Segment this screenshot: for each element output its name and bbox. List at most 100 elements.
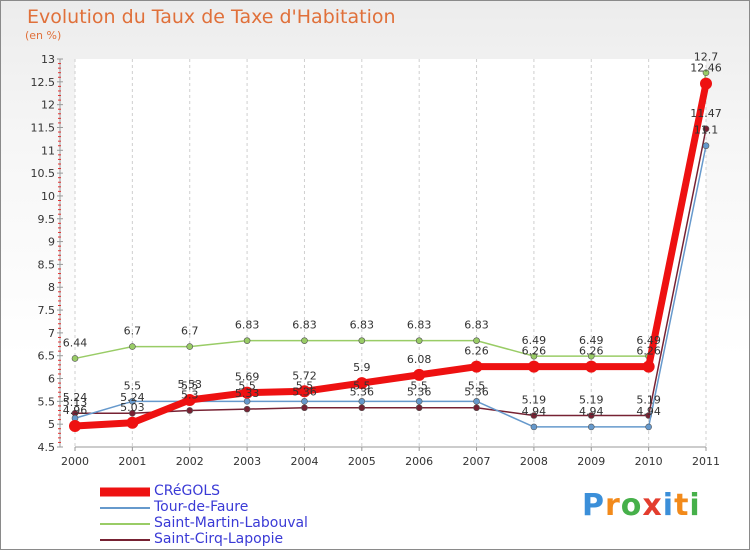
y-tick-label: 9.5 <box>38 213 56 226</box>
y-tick-label: 6 <box>48 373 55 386</box>
series-line-2 <box>74 72 707 360</box>
series-point-2 <box>243 337 251 344</box>
series-point-1 <box>415 398 423 405</box>
data-label-1: 5.5 <box>238 379 256 392</box>
data-label-3: 5.36 <box>292 386 317 399</box>
data-label-0: 6.08 <box>407 353 432 366</box>
series-point-3 <box>702 125 710 133</box>
legend-swatch <box>100 487 150 497</box>
series-point-2 <box>129 343 136 350</box>
chart-title: Evolution du Taux de Taxe d'Habitation <box>27 6 396 28</box>
data-label-1: 5.5 <box>181 379 199 392</box>
series-point-3 <box>129 409 136 417</box>
series-point-0 <box>298 385 311 398</box>
plot-area <box>75 59 706 447</box>
chart-legend: CRéGOLS Tour-de-Faure Saint-Martin-Labouva… <box>100 483 360 548</box>
data-label-3: 5.36 <box>350 386 375 399</box>
data-label-0: 5.03 <box>120 401 145 414</box>
x-tick-label: 2006 <box>405 455 433 468</box>
x-tick-label: 2000 <box>61 455 89 468</box>
series-point-1 <box>473 398 480 405</box>
series-point-2 <box>415 337 423 344</box>
y-tick-label: 11 <box>41 144 55 157</box>
legend-label: Tour-de-Faure <box>154 499 249 515</box>
y-tick-label: 4.5 <box>38 441 56 454</box>
data-label-1: 5.5 <box>124 379 142 392</box>
data-label-1: 4.94 <box>636 405 661 418</box>
data-label-3: 5.24 <box>120 391 145 404</box>
y-tick-label: 5 <box>48 418 55 431</box>
data-label-1: 11.1 <box>694 124 719 137</box>
series-point-2 <box>71 355 79 362</box>
x-tick-label: 2002 <box>176 455 204 468</box>
legend-label: CRéGOLS <box>154 483 221 499</box>
series-point-3 <box>473 404 480 412</box>
series-point-0 <box>183 393 196 406</box>
series-point-0 <box>527 360 540 373</box>
series-point-1 <box>645 423 652 431</box>
legend-label: Saint-Cirq-Lapopie <box>154 531 284 547</box>
data-label-3: 5.36 <box>407 386 432 399</box>
data-label-2: 6.83 <box>464 319 489 332</box>
series-point-0 <box>413 368 426 381</box>
series-point-3 <box>530 412 538 419</box>
x-tick-label: 2010 <box>635 455 663 468</box>
data-label-0: 12.46 <box>690 62 722 75</box>
data-label-2: 6.7 <box>181 325 199 338</box>
data-label-0: 6.26 <box>579 345 604 358</box>
series-point-3 <box>415 404 423 412</box>
data-label-1: 5.5 <box>410 379 428 392</box>
logo-letter: x <box>642 488 663 523</box>
data-label-2: 6.49 <box>522 334 547 347</box>
data-label-2: 6.49 <box>636 334 661 347</box>
data-label-2: 6.7 <box>124 325 142 338</box>
data-label-1: 4.94 <box>579 405 604 418</box>
series-point-2 <box>530 352 538 360</box>
data-label-0: 5.9 <box>353 361 371 374</box>
data-label-3: 5.19 <box>522 394 547 407</box>
data-label-0: 6.26 <box>464 345 489 358</box>
x-tick-label: 2005 <box>348 455 376 468</box>
series-point-3 <box>301 404 308 412</box>
series-point-3 <box>587 412 595 419</box>
y-tick-label: 5.5 <box>38 395 56 408</box>
data-label-3: 11.47 <box>690 107 722 120</box>
y-tick-label: 7.5 <box>38 304 56 317</box>
data-label-1: 5.5 <box>468 379 486 392</box>
chart-subtitle: (en %) <box>25 29 62 42</box>
legend-swatch <box>100 539 150 541</box>
series-point-1 <box>129 398 136 405</box>
logo-letter: o <box>620 488 643 523</box>
data-label-0: 6.26 <box>522 345 547 358</box>
data-label-3: 5.19 <box>579 394 604 407</box>
series-point-3 <box>358 404 366 412</box>
series-point-2 <box>186 343 194 350</box>
y-tick-label: 10 <box>41 190 55 203</box>
legend-swatch <box>100 507 150 509</box>
series-point-0 <box>470 360 483 373</box>
x-tick-label: 2007 <box>463 455 491 468</box>
data-label-1: 5.5 <box>353 379 371 392</box>
data-label-0: 6.26 <box>636 345 661 358</box>
y-tick-label: 12 <box>41 99 55 112</box>
y-tick-label: 9 <box>48 236 55 249</box>
series-point-0 <box>126 416 139 429</box>
series-point-0 <box>700 77 712 90</box>
y-tick-label: 13 <box>41 53 55 66</box>
series-point-0 <box>642 360 655 373</box>
logo-letter: r <box>605 488 621 523</box>
series-point-2 <box>301 337 308 344</box>
data-label-2: 6.44 <box>63 336 88 349</box>
series-point-1 <box>702 142 710 150</box>
x-tick-label: 2003 <box>233 455 261 468</box>
y-tick-label: 8.5 <box>38 258 56 271</box>
data-label-3: 5.19 <box>636 394 661 407</box>
series-point-3 <box>243 405 251 413</box>
data-label-0: 4.96 <box>63 404 88 417</box>
data-label-2: 6.49 <box>579 334 604 347</box>
logo-letter: P <box>582 488 605 523</box>
y-tick-label: 7 <box>48 327 55 340</box>
x-tick-label: 2004 <box>290 455 318 468</box>
x-tick-label: 2008 <box>520 455 548 468</box>
proxiti-logo: Proxiti <box>582 488 701 523</box>
